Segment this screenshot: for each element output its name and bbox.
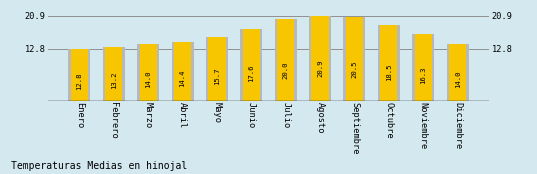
Text: 12.8: 12.8 — [76, 72, 82, 90]
Text: 17.6: 17.6 — [248, 65, 255, 82]
Text: 20.9: 20.9 — [317, 60, 323, 77]
Text: 20.5: 20.5 — [352, 60, 358, 78]
Bar — [206, 37, 228, 101]
Text: 18.5: 18.5 — [386, 64, 392, 81]
Bar — [378, 25, 400, 101]
Bar — [412, 34, 434, 101]
Bar — [380, 25, 397, 101]
Text: Temperaturas Medias en hinojal: Temperaturas Medias en hinojal — [11, 161, 187, 171]
Bar — [277, 19, 294, 101]
Bar — [311, 15, 329, 101]
Text: 20.0: 20.0 — [282, 61, 289, 79]
Text: 14.0: 14.0 — [455, 70, 461, 88]
Bar — [346, 17, 363, 101]
Bar — [208, 37, 226, 101]
Bar — [103, 47, 125, 101]
Bar — [309, 15, 331, 101]
Text: 14.4: 14.4 — [179, 70, 185, 87]
Bar — [137, 44, 159, 101]
Bar — [415, 34, 432, 101]
Bar — [105, 47, 122, 101]
Text: 16.3: 16.3 — [420, 67, 426, 84]
Bar — [240, 29, 262, 101]
Bar — [171, 42, 193, 101]
Text: 14.0: 14.0 — [145, 70, 151, 88]
Bar — [71, 49, 88, 101]
Bar — [275, 19, 297, 101]
Bar — [140, 44, 157, 101]
Bar — [447, 44, 469, 101]
Bar — [243, 29, 260, 101]
Text: 15.7: 15.7 — [214, 68, 220, 85]
Bar — [344, 17, 366, 101]
Text: 13.2: 13.2 — [111, 72, 117, 89]
Bar — [174, 42, 191, 101]
Bar — [68, 49, 90, 101]
Bar — [449, 44, 466, 101]
